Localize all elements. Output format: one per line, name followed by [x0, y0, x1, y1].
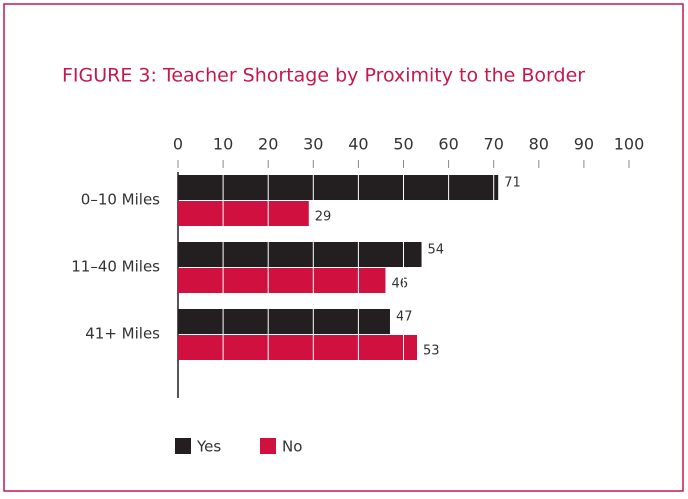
x-tick-label: 100 — [614, 135, 645, 154]
legend-label: No — [282, 438, 302, 456]
x-tick-label: 10 — [213, 135, 233, 154]
bar — [178, 175, 499, 200]
legend-label: Yes — [196, 438, 221, 456]
chart-title: FIGURE 3: Teacher Shortage by Proximity … — [62, 65, 585, 87]
data-label: 46 — [391, 277, 408, 292]
bar — [178, 309, 390, 334]
y-tick-label: 0–10 Miles — [81, 191, 160, 209]
bar — [178, 201, 309, 226]
x-tick-label: 90 — [574, 135, 594, 154]
bar — [178, 268, 386, 293]
y-tick-label: 11–40 Miles — [71, 258, 160, 276]
y-tick-label: 41+ Miles — [85, 325, 160, 343]
x-tick-label: 50 — [393, 135, 413, 154]
x-tick-label: 40 — [348, 135, 368, 154]
data-label: 54 — [428, 243, 445, 258]
data-label: 47 — [396, 310, 413, 325]
data-label: 29 — [315, 210, 332, 225]
x-tick-label: 60 — [438, 135, 458, 154]
legend-swatch — [260, 438, 276, 454]
data-label: 71 — [504, 176, 521, 191]
data-label: 53 — [423, 344, 440, 359]
bar — [178, 335, 418, 360]
x-tick-label: 30 — [303, 135, 323, 154]
bar — [178, 242, 422, 267]
x-tick-label: 70 — [484, 135, 504, 154]
x-tick-label: 20 — [258, 135, 278, 154]
x-tick-label: 80 — [529, 135, 549, 154]
x-tick-label: 0 — [173, 135, 183, 154]
legend-swatch — [175, 438, 191, 454]
